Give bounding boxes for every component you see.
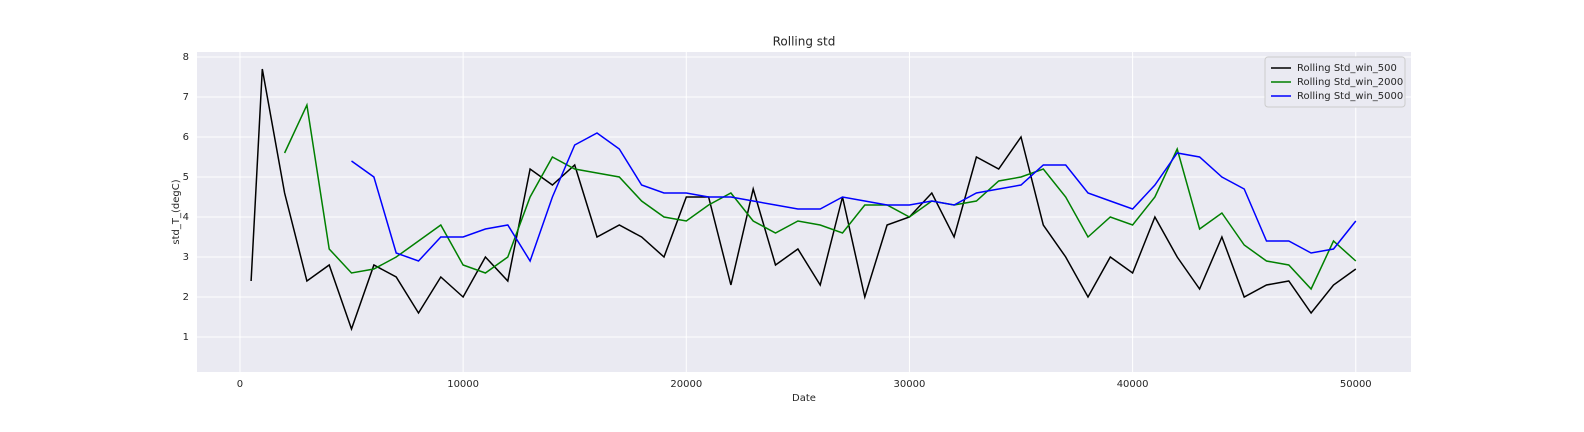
legend-label: Rolling Std_win_500 [1297, 63, 1397, 74]
chart-title: Rolling std [773, 35, 836, 49]
legend-label: Rolling Std_win_5000 [1297, 91, 1403, 102]
y-tick-label: 4 [183, 212, 189, 223]
y-tick-label: 5 [183, 172, 189, 183]
y-tick-label: 8 [183, 52, 189, 63]
plot-area [197, 52, 1411, 372]
line [283, 102, 1357, 291]
y-tick-label: 2 [183, 292, 189, 303]
line [250, 68, 1357, 332]
x-tick-label: 50000 [1340, 379, 1372, 390]
x-tick-label: 0 [237, 379, 243, 390]
x-tick-label: 40000 [1117, 379, 1149, 390]
legend-label: Rolling Std_win_2000 [1297, 77, 1403, 88]
line [351, 132, 1357, 263]
y-tick-label: 7 [183, 92, 189, 103]
legend-box [1264, 56, 1406, 108]
legend: Rolling Std_win_500 Rolling Std_win_2000 R… [1264, 56, 1406, 108]
y-tick-label: 1 [183, 332, 189, 343]
x-tick-label: 20000 [670, 379, 702, 390]
x-axis-label: Date [792, 393, 816, 404]
x-tick-label: 10000 [447, 379, 479, 390]
y-tick-label: 6 [183, 132, 189, 143]
y-axis-label: std_T_(degC) [171, 179, 182, 244]
x-tick-label: 30000 [894, 379, 926, 390]
y-tick-label: 3 [183, 252, 189, 263]
